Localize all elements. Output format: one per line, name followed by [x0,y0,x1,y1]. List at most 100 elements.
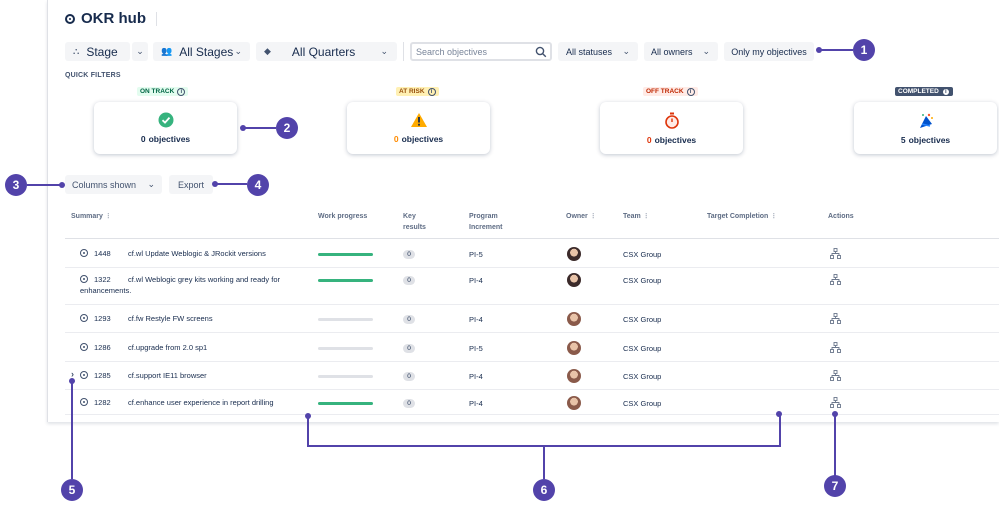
on-track-unit: objectives [148,134,191,144]
off-track-card[interactable]: 0 objectives [600,102,743,154]
callout-4-line [215,183,247,185]
table-row[interactable]: 1448 cf.wl Update Weblogic & JRockit vers… [65,240,999,268]
info-icon[interactable]: i [177,87,186,96]
hierarchy-icon[interactable] [830,274,841,285]
callout-5-badge: 5 [61,479,83,501]
objective-summary[interactable]: cf.upgrade from 2.0 sp1 [128,343,208,352]
column-header-work-progress: Work progress [318,211,367,222]
at-risk-count: 0 [393,134,399,144]
chevron-down-icon: ⌄ [380,46,388,56]
completed-count: 5 [900,134,906,145]
objective-summary[interactable]: cf.wl Update Weblogic & JRockit versions [128,249,266,258]
page-title: OKR hub [81,10,146,27]
objective-summary[interactable]: cf.wl Weblogic grey kits working and rea… [128,275,281,284]
objective-id[interactable]: 1285 [94,371,111,380]
warning-icon [410,113,427,127]
table-row[interactable]: 1293 cf.fw Restyle FW screens 0 PI-4 CSX Gro… [65,305,999,333]
callout-3-line [27,184,62,186]
export-label: Export [177,179,204,190]
completed-card[interactable]: 5 objectives [854,102,997,154]
table-row[interactable]: 1286 cf.upgrade from 2.0 sp1 0 PI-5 CSX Grou… [65,333,999,362]
target-completion-header-label: Target Completion [707,213,769,220]
objective-id[interactable]: 1286 [94,343,111,352]
work-progress-fill [318,402,373,405]
column-header-summary[interactable]: Summary ⋮ [71,211,112,222]
info-icon[interactable]: i [427,87,436,96]
stage-filter-button[interactable]: ⛬ Stage [65,42,130,61]
key-results-count: 0 [403,276,415,285]
hierarchy-icon[interactable] [830,342,841,353]
team-name: CSX Group [623,372,662,381]
team-name: CSX Group [623,315,662,324]
program-increment-header-label: Program Increment [469,213,503,231]
all-quarters-dropdown[interactable]: ◆ All Quarters ⌄ [256,42,397,61]
owner-avatar[interactable] [567,273,581,287]
work-progress-bar [318,253,373,256]
key-results-count: 0 [403,250,415,259]
table-row[interactable]: › 1285 cf.support IE11 browser 0 PI-4 CSX Gro… [65,362,999,390]
check-circle-icon [158,112,173,128]
work-progress-fill [318,253,373,256]
owner-avatar[interactable] [567,369,581,383]
owner-avatar[interactable] [567,396,581,410]
on-track-card[interactable]: 0 objectives [94,102,237,154]
team-name: CSX Group [623,399,662,408]
search-objectives-input[interactable]: Search objectives [410,42,552,61]
table-row[interactable]: 1282 cf.enhance user experience in report… [65,390,999,415]
column-header-key-results: Key results [403,211,426,233]
info-icon[interactable]: i [686,87,695,96]
objective-id[interactable]: 1322 [94,275,111,284]
objective-id[interactable]: 1282 [94,398,111,407]
callout-2-badge: 2 [276,117,298,139]
chevron-down-icon: ⌄ [136,46,144,56]
owner-avatar[interactable] [567,312,581,326]
callout-6-line-left [307,416,309,446]
callout-4-number: 4 [254,178,262,192]
objective-icon [80,275,88,283]
work-progress-bar [318,347,373,350]
objective-summary[interactable]: cf.enhance user experience in report dri… [128,398,274,407]
objective-summary[interactable]: cf.fw Restyle FW screens [128,314,213,323]
all-statuses-dropdown[interactable]: All statuses ⌄ [558,42,638,61]
toolbar-divider [403,42,404,61]
column-header-owner[interactable]: Owner ⋮ [566,211,597,222]
table-row[interactable]: 1322 cf.wl Weblogic grey kits working and… [65,268,999,305]
hierarchy-icon[interactable] [830,313,841,324]
all-stages-dropdown[interactable]: 👥 All Stages ⌄ [153,42,250,61]
stopwatch-icon [664,112,679,129]
owner-avatar[interactable] [567,341,581,355]
work-progress-fill [318,279,373,282]
column-header-team[interactable]: Team ⋮ [623,211,650,222]
columns-shown-dropdown[interactable]: Columns shown ⌄ [65,175,162,194]
owner-avatar[interactable] [567,247,581,261]
callout-3-badge: 3 [5,174,27,196]
column-header-target-completion[interactable]: Target Completion ⋮ [707,211,777,222]
objective-id[interactable]: 1293 [94,314,111,323]
stage-dropdown-toggle[interactable]: ⌄ [132,42,148,61]
at-risk-card[interactable]: 0 objectives [347,102,490,154]
callout-4-badge: 4 [247,174,269,196]
team-header-label: Team [623,213,641,220]
hierarchy-icon[interactable] [830,397,841,408]
hierarchy-icon[interactable] [830,370,841,381]
info-icon[interactable]: i [941,87,950,96]
objective-id[interactable]: 1448 [94,249,111,258]
objective-summary[interactable]: cf.support IE11 browser [128,371,207,380]
key-results-count: 0 [403,372,415,381]
sort-icon: ⋮ [770,213,778,220]
summary-header-label: Summary [71,213,103,220]
key-results-header-label: Key results [403,213,426,231]
all-owners-dropdown[interactable]: All owners ⌄ [644,42,718,61]
callout-5-number: 5 [68,483,76,497]
program-increment: PI-4 [469,372,483,381]
sort-icon: ⋮ [642,213,650,220]
chevron-down-icon: ⌄ [702,46,710,56]
sort-icon: ⋮ [104,213,112,220]
only-my-objectives-label: Only my objectives [731,46,807,57]
hierarchy-icon[interactable] [830,248,841,259]
chevron-right-icon[interactable]: › [71,369,74,379]
export-button[interactable]: Export [169,175,213,194]
only-my-objectives-toggle[interactable]: Only my objectives [724,42,814,61]
objective-icon [80,398,88,406]
team-name: CSX Group [623,344,662,353]
